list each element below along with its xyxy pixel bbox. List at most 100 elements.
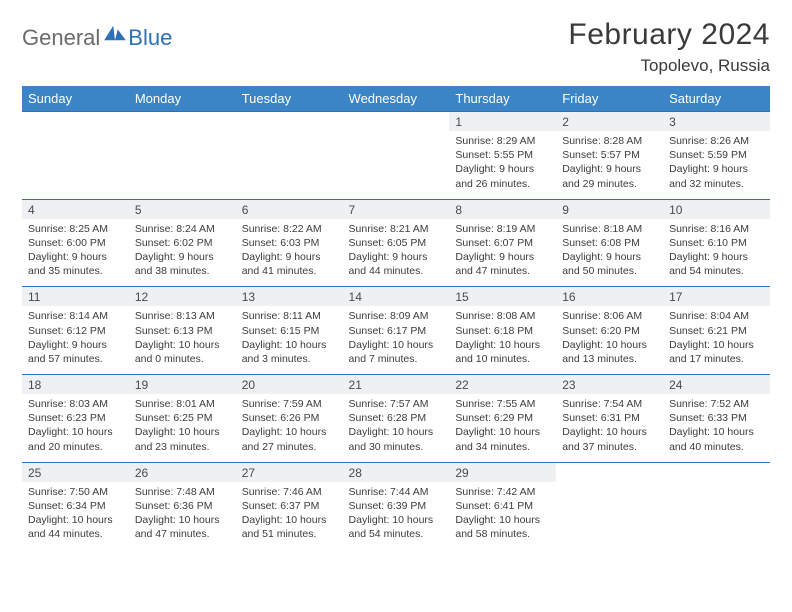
day-detail-line: and 32 minutes. — [669, 177, 764, 191]
day-details: Sunrise: 7:48 AMSunset: 6:36 PMDaylight:… — [129, 482, 236, 550]
day-detail-line: Sunset: 6:20 PM — [562, 324, 657, 338]
day-detail-line: Sunset: 6:07 PM — [455, 236, 550, 250]
week-daynum-row: 11Sunrise: 8:14 AMSunset: 6:12 PMDayligh… — [22, 286, 770, 374]
day-detail-line: and 27 minutes. — [242, 440, 337, 454]
day-details: Sunrise: 7:46 AMSunset: 6:37 PMDaylight:… — [236, 482, 343, 550]
day-detail-line: Sunrise: 7:54 AM — [562, 397, 657, 411]
day-detail-line: Daylight: 9 hours — [562, 250, 657, 264]
day-detail-line: Sunrise: 8:13 AM — [135, 309, 230, 323]
day-detail-line: Sunrise: 8:01 AM — [135, 397, 230, 411]
day-detail-line: Sunset: 6:37 PM — [242, 499, 337, 513]
day-detail-line: and 17 minutes. — [669, 352, 764, 366]
day-cell: 26Sunrise: 7:48 AMSunset: 6:36 PMDayligh… — [129, 462, 236, 550]
day-cell: 14Sunrise: 8:09 AMSunset: 6:17 PMDayligh… — [343, 286, 450, 374]
day-number — [129, 111, 236, 131]
logo-mark-icon — [104, 24, 126, 42]
calendar-table: Sunday Monday Tuesday Wednesday Thursday… — [22, 86, 770, 549]
day-detail-line: Daylight: 9 hours — [349, 250, 444, 264]
day-details: Sunrise: 8:16 AMSunset: 6:10 PMDaylight:… — [663, 219, 770, 287]
day-cell: 7Sunrise: 8:21 AMSunset: 6:05 PMDaylight… — [343, 199, 450, 287]
day-detail-line: Sunset: 6:13 PM — [135, 324, 230, 338]
day-detail-line: Sunset: 6:26 PM — [242, 411, 337, 425]
day-details: Sunrise: 7:57 AMSunset: 6:28 PMDaylight:… — [343, 394, 450, 462]
day-cell: 4Sunrise: 8:25 AMSunset: 6:00 PMDaylight… — [22, 199, 129, 287]
day-cell: 3Sunrise: 8:26 AMSunset: 5:59 PMDaylight… — [663, 111, 770, 199]
day-detail-line: Daylight: 10 hours — [455, 425, 550, 439]
day-cell: 21Sunrise: 7:57 AMSunset: 6:28 PMDayligh… — [343, 374, 450, 462]
day-detail-line: and 23 minutes. — [135, 440, 230, 454]
day-details: Sunrise: 8:21 AMSunset: 6:05 PMDaylight:… — [343, 219, 450, 287]
day-details — [556, 482, 663, 542]
logo-text-blue: Blue — [128, 25, 172, 51]
day-detail-line: Sunrise: 7:52 AM — [669, 397, 764, 411]
day-detail-line: and 38 minutes. — [135, 264, 230, 278]
day-detail-line: Daylight: 10 hours — [455, 338, 550, 352]
dow-tuesday: Tuesday — [236, 86, 343, 111]
logo: General Blue — [22, 24, 172, 52]
day-detail-line: and 0 minutes. — [135, 352, 230, 366]
day-detail-line: Sunrise: 8:29 AM — [455, 134, 550, 148]
day-detail-line: Sunset: 6:02 PM — [135, 236, 230, 250]
day-detail-line: and 54 minutes. — [349, 527, 444, 541]
day-number: 12 — [129, 286, 236, 306]
day-detail-line: Sunset: 6:28 PM — [349, 411, 444, 425]
day-number: 27 — [236, 462, 343, 482]
day-cell: 16Sunrise: 8:06 AMSunset: 6:20 PMDayligh… — [556, 286, 663, 374]
day-detail-line: and 37 minutes. — [562, 440, 657, 454]
day-detail-line: Daylight: 10 hours — [135, 513, 230, 527]
day-details: Sunrise: 8:04 AMSunset: 6:21 PMDaylight:… — [663, 306, 770, 374]
day-detail-line: and 58 minutes. — [455, 527, 550, 541]
day-number: 8 — [449, 199, 556, 219]
day-number: 7 — [343, 199, 450, 219]
day-detail-line: Sunrise: 7:50 AM — [28, 485, 123, 499]
day-number: 1 — [449, 111, 556, 131]
day-detail-line: Sunrise: 8:03 AM — [28, 397, 123, 411]
day-detail-line: Daylight: 10 hours — [242, 338, 337, 352]
day-number: 2 — [556, 111, 663, 131]
day-cell — [129, 111, 236, 199]
day-number: 22 — [449, 374, 556, 394]
day-detail-line: Sunset: 6:34 PM — [28, 499, 123, 513]
day-cell: 13Sunrise: 8:11 AMSunset: 6:15 PMDayligh… — [236, 286, 343, 374]
day-cell — [236, 111, 343, 199]
day-detail-line: and 44 minutes. — [349, 264, 444, 278]
day-number: 18 — [22, 374, 129, 394]
week-daynum-row: 18Sunrise: 8:03 AMSunset: 6:23 PMDayligh… — [22, 374, 770, 462]
day-number: 23 — [556, 374, 663, 394]
day-detail-line: and 47 minutes. — [135, 527, 230, 541]
day-details: Sunrise: 8:19 AMSunset: 6:07 PMDaylight:… — [449, 219, 556, 287]
day-details: Sunrise: 8:22 AMSunset: 6:03 PMDaylight:… — [236, 219, 343, 287]
day-number: 28 — [343, 462, 450, 482]
day-detail-line: and 29 minutes. — [562, 177, 657, 191]
day-number: 19 — [129, 374, 236, 394]
day-details: Sunrise: 7:50 AMSunset: 6:34 PMDaylight:… — [22, 482, 129, 550]
day-number: 24 — [663, 374, 770, 394]
dow-saturday: Saturday — [663, 86, 770, 111]
day-cell — [343, 111, 450, 199]
day-cell: 15Sunrise: 8:08 AMSunset: 6:18 PMDayligh… — [449, 286, 556, 374]
title-block: February 2024 Topolevo, Russia — [568, 18, 770, 76]
day-detail-line: Sunset: 6:41 PM — [455, 499, 550, 513]
day-cell — [556, 462, 663, 550]
day-number — [236, 111, 343, 131]
day-detail-line: Daylight: 10 hours — [562, 425, 657, 439]
day-details: Sunrise: 8:13 AMSunset: 6:13 PMDaylight:… — [129, 306, 236, 374]
day-detail-line: Sunset: 6:31 PM — [562, 411, 657, 425]
day-detail-line: Sunset: 5:57 PM — [562, 148, 657, 162]
day-detail-line: Sunset: 6:36 PM — [135, 499, 230, 513]
day-cell: 11Sunrise: 8:14 AMSunset: 6:12 PMDayligh… — [22, 286, 129, 374]
day-number: 25 — [22, 462, 129, 482]
day-details: Sunrise: 8:08 AMSunset: 6:18 PMDaylight:… — [449, 306, 556, 374]
day-detail-line: and 47 minutes. — [455, 264, 550, 278]
day-detail-line: and 20 minutes. — [28, 440, 123, 454]
day-detail-line: and 26 minutes. — [455, 177, 550, 191]
day-cell: 2Sunrise: 8:28 AMSunset: 5:57 PMDaylight… — [556, 111, 663, 199]
day-details: Sunrise: 7:42 AMSunset: 6:41 PMDaylight:… — [449, 482, 556, 550]
day-detail-line: Daylight: 10 hours — [28, 513, 123, 527]
day-detail-line: Sunset: 5:59 PM — [669, 148, 764, 162]
dow-wednesday: Wednesday — [343, 86, 450, 111]
day-detail-line: Sunset: 6:25 PM — [135, 411, 230, 425]
day-detail-line: Sunrise: 8:08 AM — [455, 309, 550, 323]
day-detail-line: Sunrise: 8:18 AM — [562, 222, 657, 236]
day-detail-line: and 41 minutes. — [242, 264, 337, 278]
